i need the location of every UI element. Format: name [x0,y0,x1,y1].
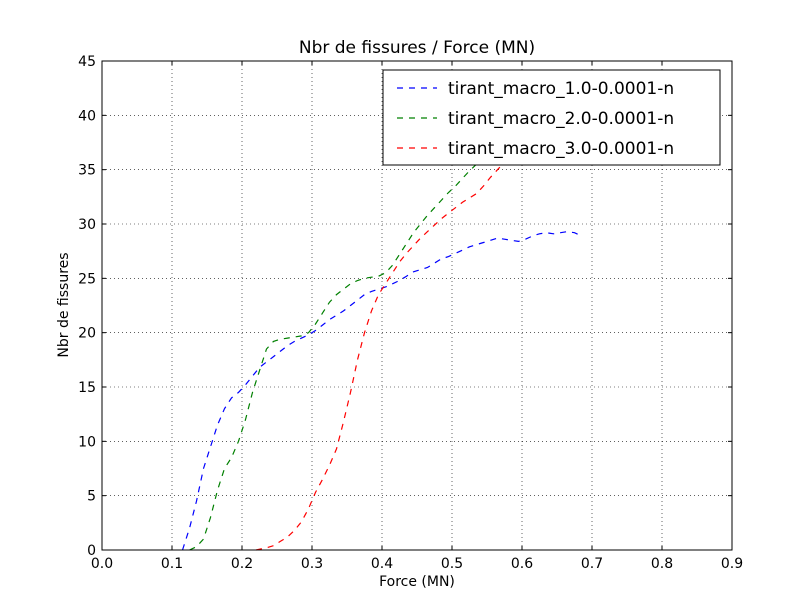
y-tick-label: 5 [87,489,96,505]
y-tick-label: 25 [78,271,96,287]
legend-label-3: tirant_macro_3.0-0.0001-n [448,139,674,159]
x-tick-label: 0.6 [511,556,533,572]
x-tick-label: 0.1 [161,556,183,572]
legend-label-2: tirant_macro_2.0-0.0001-n [448,109,674,129]
legend-box [382,69,721,166]
axis-ticks: 0.0 0.1 0.2 0.3 0.4 0.5 0.6 0.7 0.8 0.9 0 5 10 15 20 25… [78,54,743,572]
x-tick-label: 0.5 [441,556,463,572]
y-tick-label: 45 [78,54,96,70]
x-tick-label: 0.0 [91,556,113,572]
y-tick-label: 35 [78,163,96,179]
legend-label-1: tirant_macro_1.0-0.0001-n [448,79,674,99]
x-tick-label: 0.3 [301,556,323,572]
y-tick-label: 20 [78,326,96,342]
y-tick-label: 0 [87,543,96,559]
x-axis-label: Force (MN) [379,574,455,590]
y-tick-label: 30 [78,217,96,233]
y-tick-label: 10 [78,434,96,450]
x-tick-label: 0.9 [721,556,743,572]
x-tick-label: 0.8 [651,556,673,572]
series-line-3 [255,87,667,551]
y-tick-label: 40 [78,108,96,124]
x-tick-label: 0.7 [581,556,603,572]
chart-title: Nbr de fissures / Force (MN) [299,38,535,58]
y-tick-label: 15 [78,380,96,396]
x-tick-label: 0.4 [371,556,393,572]
legend: tirant_macro_1.0-0.0001-n tirant_macro_2.… [382,69,721,166]
y-axis-label: Nbr de fissures [56,252,72,357]
plot-frame [101,60,733,551]
x-tick-label: 0.2 [231,556,253,572]
